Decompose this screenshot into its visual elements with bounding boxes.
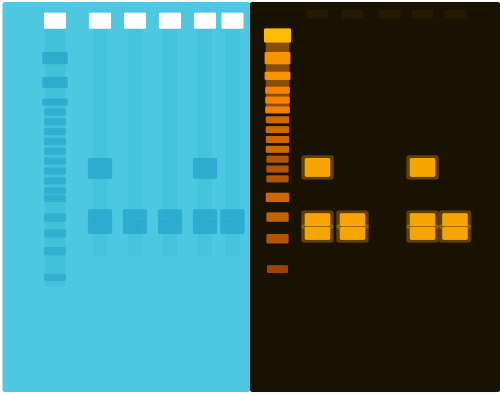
FancyBboxPatch shape — [250, 2, 500, 392]
FancyBboxPatch shape — [44, 158, 66, 165]
FancyBboxPatch shape — [444, 10, 466, 19]
FancyBboxPatch shape — [194, 13, 216, 29]
FancyBboxPatch shape — [267, 265, 288, 273]
FancyBboxPatch shape — [380, 10, 400, 19]
FancyBboxPatch shape — [222, 13, 244, 29]
FancyBboxPatch shape — [44, 195, 66, 202]
FancyBboxPatch shape — [266, 234, 288, 243]
FancyBboxPatch shape — [45, 27, 65, 286]
FancyBboxPatch shape — [158, 221, 182, 234]
FancyBboxPatch shape — [410, 158, 436, 177]
FancyBboxPatch shape — [302, 224, 334, 243]
FancyBboxPatch shape — [265, 97, 290, 104]
FancyBboxPatch shape — [159, 13, 181, 29]
FancyBboxPatch shape — [88, 158, 112, 179]
FancyBboxPatch shape — [439, 210, 471, 229]
FancyBboxPatch shape — [128, 27, 142, 256]
FancyBboxPatch shape — [266, 146, 289, 153]
FancyBboxPatch shape — [266, 126, 289, 133]
FancyBboxPatch shape — [264, 28, 291, 43]
FancyBboxPatch shape — [340, 213, 365, 226]
FancyBboxPatch shape — [439, 224, 471, 243]
FancyBboxPatch shape — [193, 221, 217, 234]
FancyBboxPatch shape — [44, 13, 66, 29]
FancyBboxPatch shape — [302, 155, 334, 180]
FancyBboxPatch shape — [88, 221, 112, 234]
FancyBboxPatch shape — [44, 148, 66, 155]
FancyBboxPatch shape — [44, 214, 66, 222]
FancyBboxPatch shape — [158, 209, 182, 222]
FancyBboxPatch shape — [410, 213, 436, 226]
FancyBboxPatch shape — [220, 221, 244, 234]
FancyBboxPatch shape — [336, 224, 368, 243]
FancyBboxPatch shape — [44, 274, 66, 281]
FancyBboxPatch shape — [44, 167, 66, 175]
FancyBboxPatch shape — [193, 209, 217, 222]
FancyBboxPatch shape — [266, 136, 289, 143]
FancyBboxPatch shape — [410, 227, 436, 240]
FancyBboxPatch shape — [124, 13, 146, 29]
FancyBboxPatch shape — [2, 2, 250, 392]
FancyBboxPatch shape — [123, 221, 147, 234]
FancyBboxPatch shape — [304, 213, 330, 226]
FancyBboxPatch shape — [265, 87, 290, 94]
FancyBboxPatch shape — [44, 247, 66, 255]
FancyBboxPatch shape — [340, 227, 365, 240]
FancyBboxPatch shape — [406, 155, 438, 180]
FancyBboxPatch shape — [193, 158, 217, 179]
FancyBboxPatch shape — [264, 52, 290, 64]
FancyBboxPatch shape — [266, 212, 288, 222]
FancyBboxPatch shape — [44, 118, 66, 125]
FancyBboxPatch shape — [412, 10, 433, 19]
FancyBboxPatch shape — [266, 175, 288, 182]
FancyBboxPatch shape — [93, 27, 107, 256]
FancyBboxPatch shape — [44, 187, 66, 194]
FancyBboxPatch shape — [225, 27, 240, 256]
FancyBboxPatch shape — [307, 10, 328, 19]
FancyBboxPatch shape — [304, 227, 330, 240]
FancyBboxPatch shape — [304, 158, 330, 177]
FancyBboxPatch shape — [220, 209, 244, 222]
FancyBboxPatch shape — [198, 27, 212, 256]
FancyBboxPatch shape — [302, 210, 334, 229]
FancyBboxPatch shape — [89, 13, 111, 29]
FancyBboxPatch shape — [442, 227, 468, 240]
FancyBboxPatch shape — [42, 52, 68, 64]
FancyBboxPatch shape — [336, 210, 368, 229]
FancyBboxPatch shape — [44, 108, 66, 115]
FancyBboxPatch shape — [44, 229, 66, 238]
FancyBboxPatch shape — [266, 116, 289, 123]
FancyBboxPatch shape — [44, 138, 66, 145]
FancyBboxPatch shape — [406, 224, 438, 243]
FancyBboxPatch shape — [342, 10, 363, 19]
FancyBboxPatch shape — [123, 209, 147, 222]
FancyBboxPatch shape — [42, 77, 68, 88]
FancyBboxPatch shape — [44, 177, 66, 184]
FancyBboxPatch shape — [266, 165, 288, 173]
FancyBboxPatch shape — [266, 193, 289, 202]
FancyBboxPatch shape — [406, 210, 438, 229]
FancyBboxPatch shape — [44, 128, 66, 135]
FancyBboxPatch shape — [88, 209, 112, 222]
FancyBboxPatch shape — [163, 27, 178, 256]
FancyBboxPatch shape — [264, 72, 290, 80]
FancyBboxPatch shape — [266, 156, 288, 163]
FancyBboxPatch shape — [265, 106, 290, 113]
FancyBboxPatch shape — [266, 39, 289, 111]
FancyBboxPatch shape — [42, 98, 68, 106]
FancyBboxPatch shape — [442, 213, 468, 226]
